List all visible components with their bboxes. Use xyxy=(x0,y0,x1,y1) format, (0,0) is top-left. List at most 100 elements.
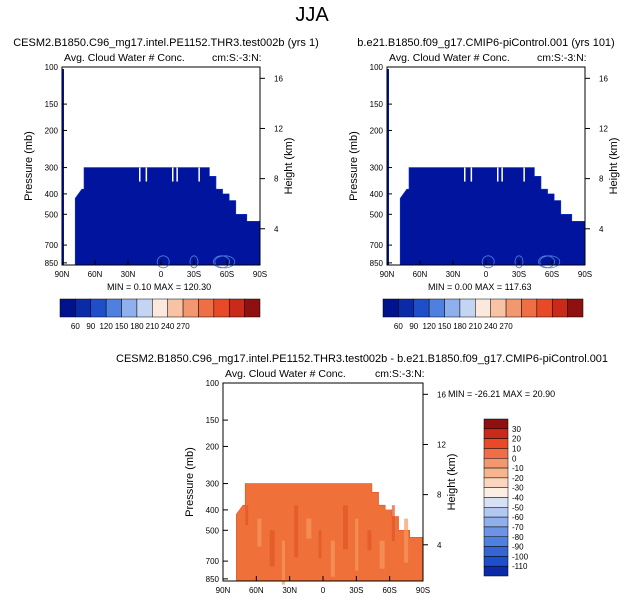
min-max-min-value: -26.21 xyxy=(475,389,501,399)
y-tick-label: 100 xyxy=(206,379,220,388)
field-contour xyxy=(514,255,524,269)
colorbar-swatch xyxy=(483,536,509,547)
y-tick-label: 500 xyxy=(45,210,59,219)
colorbar-label: 90 xyxy=(86,322,95,331)
field-strip xyxy=(387,69,389,265)
colorbar-label: -70 xyxy=(512,523,524,532)
y-axis-label: Pressure (mb) xyxy=(348,131,360,201)
field-streak xyxy=(245,505,249,526)
field-streak xyxy=(318,530,322,559)
y-right-axis-label: Height (km) xyxy=(446,454,458,511)
y-right-tick-label: 12 xyxy=(437,440,446,449)
colorbar-label: 270 xyxy=(499,322,513,331)
colorbar-label: 10 xyxy=(512,444,521,453)
field-streak xyxy=(379,540,385,569)
field-streak xyxy=(294,505,299,558)
y-tick-label: 400 xyxy=(45,190,59,199)
colorbar-label: 90 xyxy=(409,322,418,331)
y-tick-label: 850 xyxy=(206,575,220,584)
y-tick-label: 300 xyxy=(206,480,220,489)
x-tick-label: 90N xyxy=(55,270,70,279)
panel-title: CESM2.B1850.C96_mg17.intel.PE1152.THR3.t… xyxy=(116,353,609,365)
colorbar-swatch xyxy=(567,298,584,318)
min-max-label: MIN = 0.00 MAX = 117.63 xyxy=(428,282,531,292)
x-tick-label: 0 xyxy=(321,586,326,595)
min-max-max-label: MAX = xyxy=(503,389,530,399)
field-streak xyxy=(269,530,275,567)
colorbar-swatch xyxy=(483,556,509,567)
colorbar-label: 240 xyxy=(484,322,498,331)
y-axis-label: Pressure (mb) xyxy=(184,447,196,517)
colorbar-swatch xyxy=(483,418,509,430)
x-tick-label: 30N xyxy=(121,270,136,279)
field-contour xyxy=(481,255,495,269)
min-max-min-value: 0.10 xyxy=(134,282,152,292)
field-gap xyxy=(198,167,200,182)
x-tick-label: 60S xyxy=(545,270,559,279)
colorbar-label: -60 xyxy=(512,513,524,522)
x-tick-label: 90S xyxy=(253,270,267,279)
y-tick-label: 100 xyxy=(45,63,59,72)
min-max-min-label: MIN = xyxy=(107,282,131,292)
y-right-tick-label: 8 xyxy=(437,491,442,500)
x-tick-label: 30N xyxy=(282,586,297,595)
y-right-tick-label: 16 xyxy=(599,74,608,83)
panel-title: b.e21.B1850.f09_g17.CMIP6-piControl.001 … xyxy=(357,37,615,49)
y-right-tick-label: 4 xyxy=(599,225,604,234)
colorbar-swatch xyxy=(483,497,509,508)
min-max-min-label: MIN = xyxy=(448,389,472,399)
field-gap xyxy=(497,167,499,182)
field-gap xyxy=(523,167,525,182)
x-tick-label: 0 xyxy=(484,270,489,279)
field-streak xyxy=(367,530,372,551)
y-tick-label: 200 xyxy=(370,126,384,135)
y-tick-label: 150 xyxy=(45,100,59,109)
colorbar-swatch xyxy=(483,487,509,498)
y-right-tick-label: 4 xyxy=(437,541,442,550)
colorbar-label: -110 xyxy=(512,562,528,571)
y-right-tick-label: 12 xyxy=(274,124,283,133)
colorbar-swatch xyxy=(483,565,509,577)
colorbar-label: 120 xyxy=(422,322,436,331)
colorbar-swatch xyxy=(483,438,509,449)
colorbar-label: -30 xyxy=(512,484,524,493)
panel-subtitle-right: cm:S:-3:N: xyxy=(537,52,587,64)
colorbar-label: 210 xyxy=(146,322,160,331)
y-right-tick-label: 8 xyxy=(274,175,279,184)
colorbar-swatch xyxy=(483,516,509,528)
y-tick-label: 200 xyxy=(206,442,220,451)
min-max-max-label: MAX = xyxy=(475,282,502,292)
field-gap xyxy=(464,167,466,182)
y-right-tick-label: 4 xyxy=(274,225,279,234)
x-tick-label: 30S xyxy=(512,270,526,279)
panel-title: CESM2.B1850.C96_mg17.intel.PE1152.THR3.t… xyxy=(13,37,319,49)
y-axis-label: Pressure (mb) xyxy=(23,131,35,201)
colorbar-label: 120 xyxy=(99,322,113,331)
y-tick-label: 100 xyxy=(370,63,384,72)
colorbar-swatch xyxy=(483,448,509,459)
field-region xyxy=(74,167,261,266)
y-right-axis-label: Height (km) xyxy=(608,138,620,195)
colorbar-swatch xyxy=(483,458,509,469)
x-tick-label: 30N xyxy=(446,270,461,279)
field-streak xyxy=(330,540,335,577)
y-tick-label: 700 xyxy=(45,241,59,250)
colorbar-label: 60 xyxy=(394,322,403,331)
field-contour xyxy=(539,255,561,269)
colorbar-label: 150 xyxy=(438,322,452,331)
colorbar-label: 240 xyxy=(161,322,175,331)
min-max-max-value: 120.30 xyxy=(184,282,212,292)
field-region xyxy=(236,483,424,582)
min-max-min-value: 0.00 xyxy=(455,282,473,292)
y-tick-label: 300 xyxy=(45,164,59,173)
y-right-tick-label: 8 xyxy=(599,175,604,184)
min-max-min-label: MIN = xyxy=(428,282,452,292)
min-max-max-value: 117.63 xyxy=(505,282,532,292)
x-tick-label: 90S xyxy=(578,270,592,279)
field-streak xyxy=(257,518,262,547)
field-contour xyxy=(156,255,170,269)
field-contour xyxy=(213,255,230,269)
field-contour xyxy=(214,255,236,269)
y-tick-label: 850 xyxy=(370,259,384,268)
colorbar-swatch xyxy=(483,428,509,439)
